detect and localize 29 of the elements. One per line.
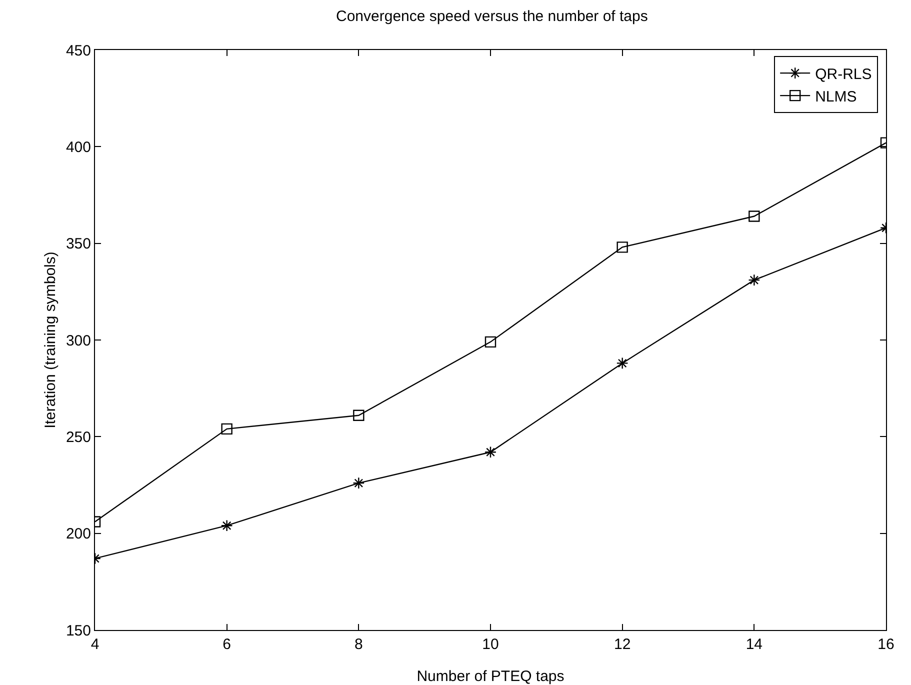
chart-title: Convergence speed versus the number of taps <box>336 8 648 25</box>
point <box>220 520 233 532</box>
point <box>353 410 364 421</box>
y-tick-label: 250 <box>66 428 91 446</box>
point <box>352 477 365 490</box>
x-tick-label: 10 <box>482 636 499 653</box>
x-tick-label: 16 <box>878 636 894 653</box>
x-tick-label: 12 <box>614 636 631 653</box>
x-tick-label: 8 <box>354 636 363 653</box>
legend-label: NLMS <box>815 88 857 106</box>
point <box>616 242 628 253</box>
x-axis-title: Number of PTEQ taps <box>416 668 564 685</box>
y-tick-label: 300 <box>66 332 91 350</box>
legend-label: QR-RLS <box>815 66 872 83</box>
point <box>221 423 232 435</box>
x-tick-label: 14 <box>746 636 763 653</box>
point <box>748 274 760 286</box>
y-tick-label: 150 <box>66 622 91 640</box>
x-tick-label: 4 <box>90 636 100 653</box>
y-tick-label: 400 <box>66 138 91 156</box>
point <box>616 357 628 370</box>
y-axis-title: Iteration (training symbols) <box>42 252 59 428</box>
point <box>484 446 496 458</box>
y-tick-label: 350 <box>66 236 91 253</box>
y-tick-label: 450 <box>66 42 91 60</box>
x-tick-label: 6 <box>222 636 231 653</box>
y-tick-label: 200 <box>66 526 91 543</box>
point <box>484 336 496 348</box>
point <box>748 210 760 222</box>
